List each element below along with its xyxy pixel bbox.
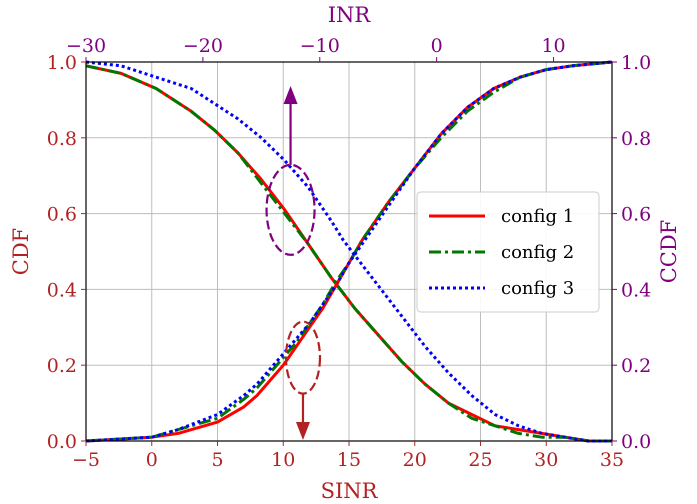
x-tick-label-bottom: 25 xyxy=(468,449,492,471)
legend-box xyxy=(416,191,600,313)
y-tick-label-right: 0.2 xyxy=(621,355,651,377)
x-tick-label-top: −30 xyxy=(66,35,106,57)
y-tick-label-right: 1.0 xyxy=(621,52,651,74)
y-tick-label-left: 0.0 xyxy=(47,431,77,453)
x-tick-label-bottom: 10 xyxy=(271,449,295,471)
ccdf-series-line xyxy=(85,64,612,443)
y-tick-label-right: 0.4 xyxy=(621,279,651,301)
y-tick-label-left: 1.0 xyxy=(47,52,77,74)
x-tick-label-top: −10 xyxy=(300,35,340,57)
annotation-ellipse xyxy=(265,163,316,256)
y-tick-label-left: 0.6 xyxy=(47,204,77,226)
y-tick-label-right: 0.8 xyxy=(621,128,651,150)
y-tick-label-right: 0.6 xyxy=(621,204,651,226)
x-tick-label-bottom: 15 xyxy=(337,449,361,471)
x-axis-label-top: INR xyxy=(328,3,372,27)
x-tick-label-bottom: 35 xyxy=(600,449,624,471)
y-tick-label-left: 0.2 xyxy=(47,355,77,377)
arrow-up-icon xyxy=(283,86,298,104)
y-tick-label-right: 0.0 xyxy=(621,431,651,453)
legend-label: config 1 xyxy=(501,206,574,227)
ticks: −5 0 5 10 15 20 25 30 35 −30 −20 −10 0 10 0.0 0.2 0.4 0.6… xyxy=(47,35,651,471)
x-tick-label-top: 10 xyxy=(541,35,565,57)
cdf-series-line xyxy=(85,60,613,443)
y-tick-label-left: 0.4 xyxy=(47,279,77,301)
y-tick-label-left: 0.8 xyxy=(47,128,77,150)
legend-label: config 3 xyxy=(501,278,574,299)
x-tick-label-bottom: 20 xyxy=(403,449,427,471)
legend: config 1 config 2 config 3 xyxy=(416,191,600,313)
x-axis-label-bottom: SINR xyxy=(321,479,379,503)
y-axis-label-left: CDF xyxy=(9,228,33,275)
x-tick-label-bottom: 30 xyxy=(534,449,558,471)
x-tick-label-bottom: −5 xyxy=(72,449,100,471)
legend-label: config 2 xyxy=(501,242,574,263)
annotations xyxy=(265,86,322,440)
x-tick-label-bottom: 0 xyxy=(146,449,158,471)
x-tick-label-bottom: 5 xyxy=(211,449,223,471)
x-tick-label-top: −20 xyxy=(183,35,223,57)
x-tick-label-top: 0 xyxy=(431,35,443,57)
series-layer xyxy=(85,60,613,443)
ccdf-series-line xyxy=(85,60,612,443)
arrow-down-icon xyxy=(295,422,310,440)
y-axis-label-right: CCDF xyxy=(657,220,681,284)
